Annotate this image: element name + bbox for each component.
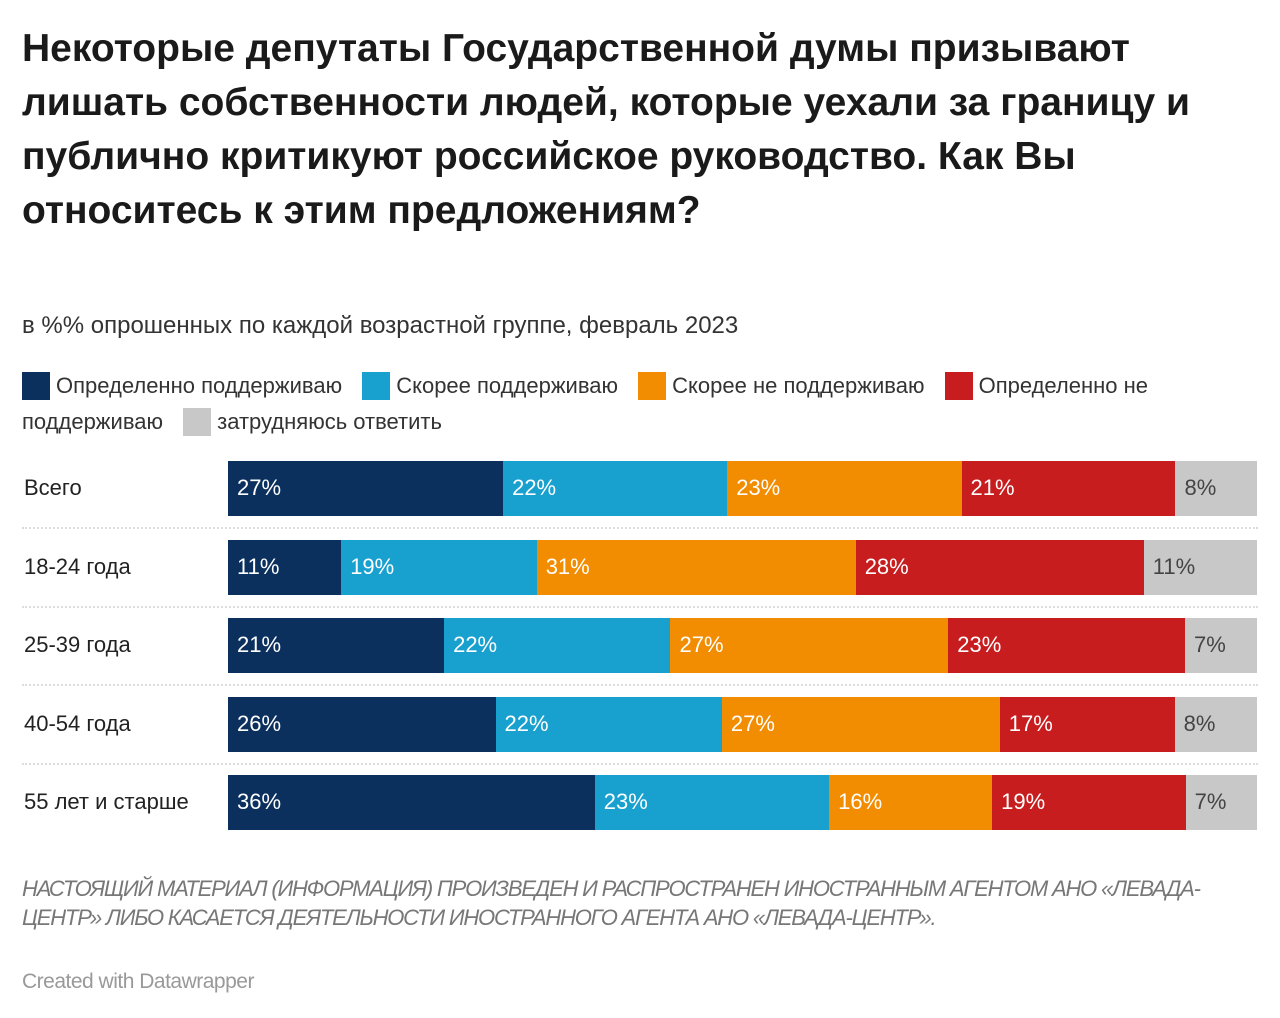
bar-segment bbox=[948, 618, 1186, 673]
datawrapper-credit: Created with Datawrapper bbox=[22, 970, 254, 993]
legend-item: Определенно поддерживаю bbox=[22, 372, 343, 400]
row-separator bbox=[22, 684, 1258, 686]
data-label: 22% bbox=[512, 475, 557, 500]
row-separator bbox=[22, 763, 1258, 765]
stacked-bar-chart: Всего 27% 22% 23% 21% 8% 18-24 года 11% 19% 31% 28… bbox=[0, 450, 1280, 850]
category-label: 40-54 года bbox=[24, 711, 131, 736]
data-label: 16% bbox=[838, 789, 883, 814]
category-label: 18-24 года bbox=[24, 554, 131, 579]
legend-swatch bbox=[638, 372, 667, 400]
data-label: 27% bbox=[730, 711, 775, 736]
bar-segment bbox=[228, 540, 342, 595]
legend-swatch bbox=[183, 408, 212, 436]
data-label: 8% bbox=[1184, 475, 1217, 500]
legend-swatch bbox=[944, 372, 973, 400]
bar-segment bbox=[727, 461, 963, 516]
data-label: 27% bbox=[237, 475, 282, 500]
data-label: 11% bbox=[237, 554, 280, 579]
data-label: 11% bbox=[1152, 554, 1196, 579]
bar-segment bbox=[444, 618, 671, 673]
legend-label: Определенно не поддерживаю bbox=[22, 373, 1149, 434]
legend-label: затрудняюсь ответить bbox=[217, 409, 442, 434]
bar-segment bbox=[829, 775, 993, 830]
bar-segment bbox=[495, 697, 723, 752]
bar-segment bbox=[536, 540, 857, 595]
bar-segment bbox=[1185, 775, 1258, 830]
data-label: 19% bbox=[1001, 789, 1046, 814]
data-label: 23% bbox=[736, 475, 781, 500]
data-label: 21% bbox=[237, 632, 282, 657]
bar-segment bbox=[1184, 618, 1258, 673]
legend-item: затрудняюсь ответить bbox=[183, 408, 442, 436]
row-separator bbox=[22, 606, 1258, 608]
foreign-agent-note: НАСТОЯЩИЙ МАТЕРИАЛ (ИНФОРМАЦИЯ) ПРОИЗВЕД… bbox=[22, 876, 1201, 930]
data-label: 22% bbox=[453, 632, 498, 657]
data-label: 7% bbox=[1194, 789, 1227, 814]
bar-segment bbox=[228, 775, 596, 830]
bar-segment bbox=[992, 775, 1187, 830]
row-separator bbox=[22, 527, 1258, 529]
data-label: 19% bbox=[350, 554, 395, 579]
category-label: 55 лет и старше bbox=[24, 789, 189, 814]
category-label: Всего bbox=[24, 475, 82, 500]
bar-segment bbox=[594, 775, 830, 830]
data-label: 23% bbox=[957, 632, 1002, 657]
legend-swatch bbox=[362, 372, 391, 400]
bar-segment bbox=[670, 618, 949, 673]
category-label: 25-39 года bbox=[24, 632, 131, 657]
bar-segment bbox=[999, 697, 1176, 752]
bar-segment bbox=[961, 461, 1176, 516]
data-label: 17% bbox=[1008, 711, 1053, 736]
data-label: 31% bbox=[545, 554, 590, 579]
legend-label: Скорее поддерживаю bbox=[396, 373, 619, 398]
bar-segment bbox=[1143, 540, 1258, 595]
data-label: 36% bbox=[237, 789, 282, 814]
bar-segment bbox=[855, 540, 1145, 595]
legend-label: Определенно поддерживаю bbox=[56, 373, 343, 398]
data-label: 7% bbox=[1193, 632, 1226, 657]
bar-segment bbox=[228, 618, 445, 673]
legend-item: Определенно не поддерживаю bbox=[22, 372, 1149, 434]
bar-segment bbox=[1174, 697, 1258, 752]
bar-segment bbox=[503, 461, 728, 516]
legend-item: Скорее не поддерживаю bbox=[638, 372, 925, 400]
legend-label: Скорее не поддерживаю bbox=[672, 373, 925, 398]
data-label: 28% bbox=[864, 554, 909, 579]
data-label: 21% bbox=[970, 475, 1015, 500]
legend: Определенно поддерживаю Скорее поддержив… bbox=[22, 368, 1252, 440]
chart-subtitle: в %% опрошенных по каждой возрастной гру… bbox=[22, 312, 739, 339]
data-label: 8% bbox=[1183, 711, 1216, 736]
bar-segment bbox=[1175, 461, 1258, 516]
legend-swatch bbox=[22, 372, 50, 400]
bar-segment bbox=[341, 540, 538, 595]
bar-segment bbox=[228, 697, 497, 752]
data-label: 23% bbox=[603, 789, 648, 814]
data-label: 26% bbox=[237, 711, 282, 736]
chart-title: Некоторые депутаты Государственной думы … bbox=[22, 27, 1190, 232]
data-label: 27% bbox=[679, 632, 724, 657]
data-label: 22% bbox=[504, 711, 549, 736]
legend-item: Скорее поддерживаю bbox=[362, 372, 619, 400]
bar-segment bbox=[228, 461, 504, 516]
bar-segment bbox=[721, 697, 1001, 752]
